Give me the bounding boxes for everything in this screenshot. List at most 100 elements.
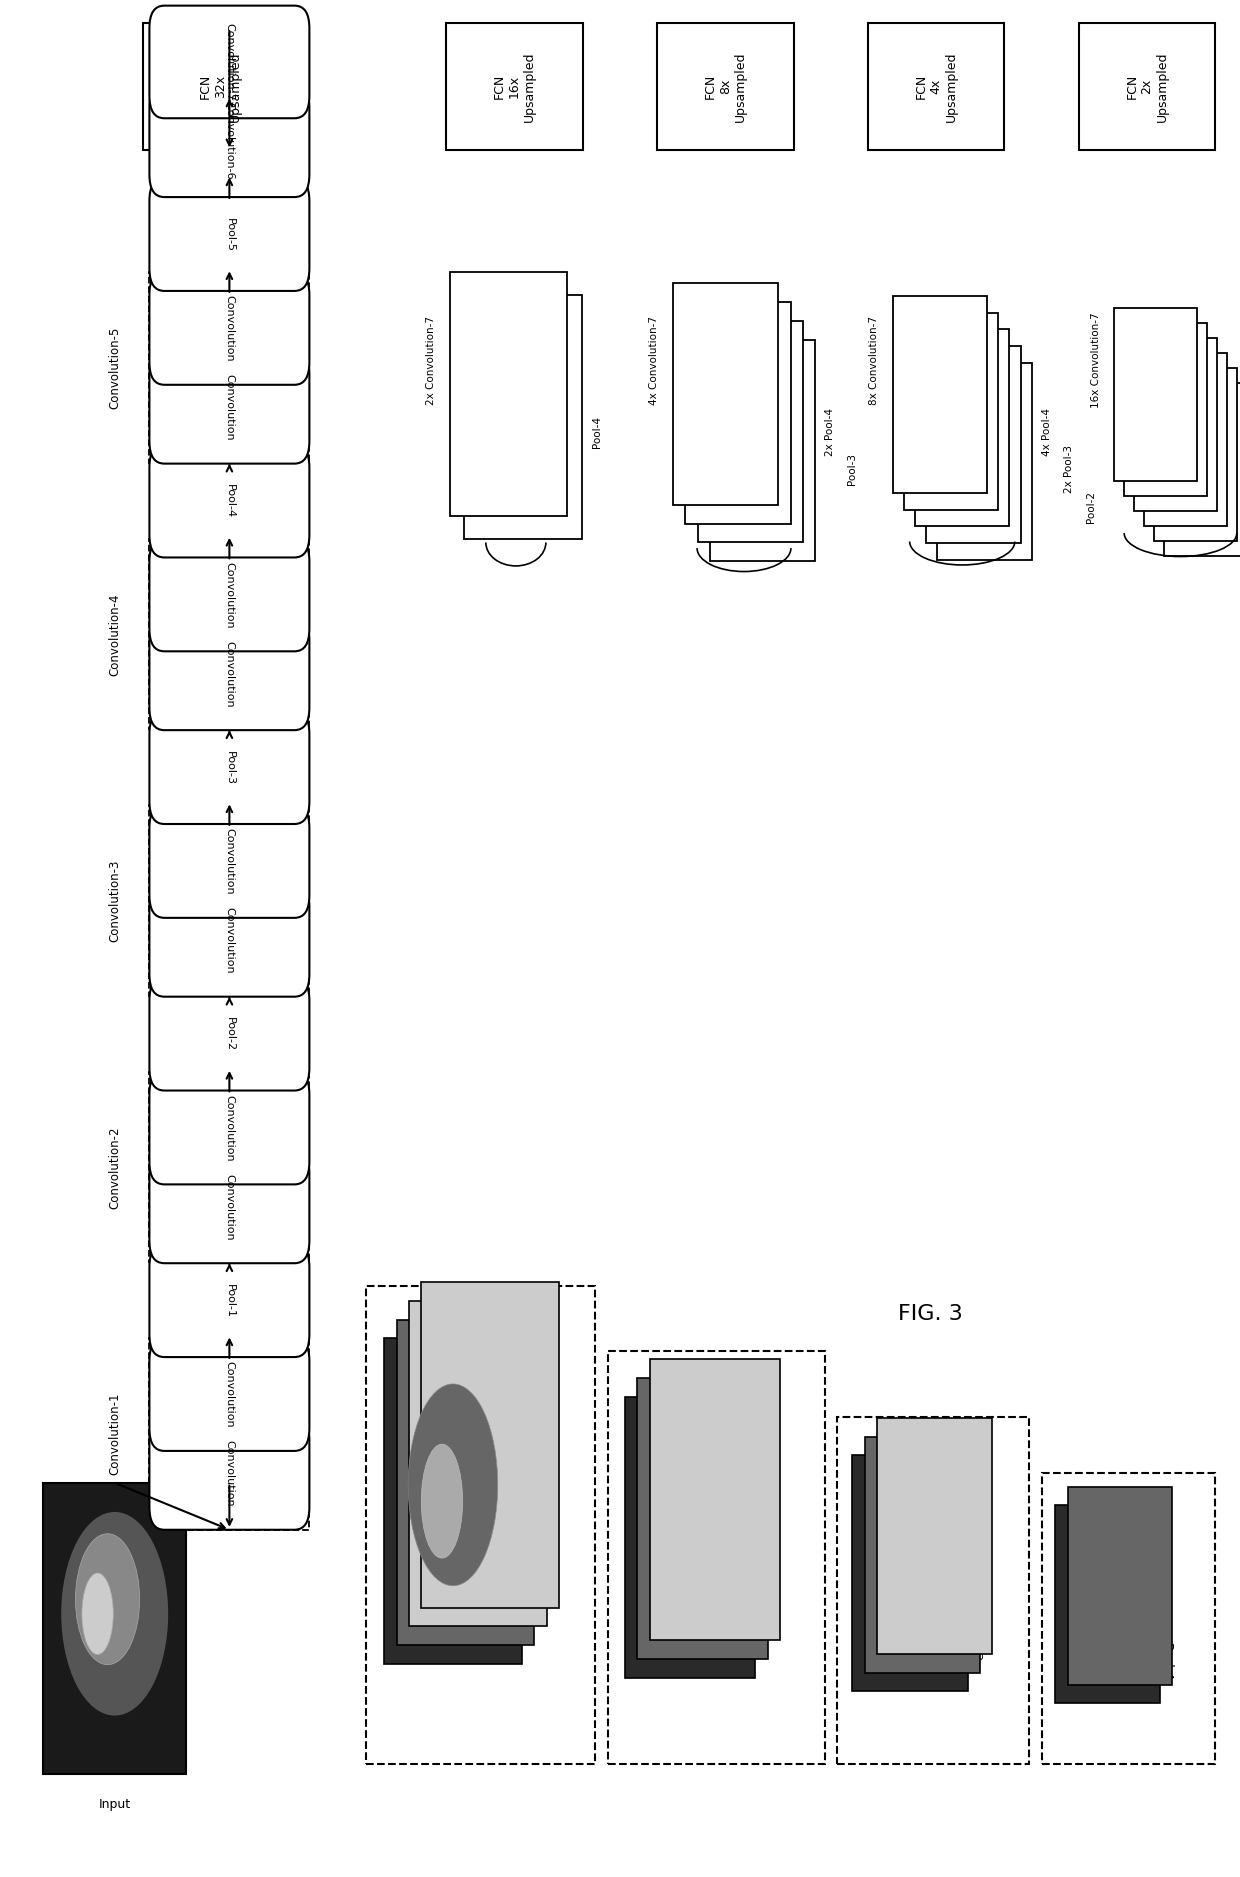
Bar [150, 272, 310, 464]
Bar [868, 23, 1004, 150]
Text: Convolution: Convolution [224, 374, 234, 441]
Text: Pool-3: Pool-3 [224, 751, 234, 785]
Text: Convolution: Convolution [224, 828, 234, 895]
Bar [150, 805, 310, 997]
FancyBboxPatch shape [150, 1151, 310, 1263]
Bar [464, 295, 583, 539]
Bar [1154, 368, 1238, 541]
Ellipse shape [408, 1383, 497, 1586]
Bar [650, 1359, 780, 1640]
Text: Pool-5: Pool-5 [224, 218, 234, 252]
Text: Convolution: Convolution [224, 1440, 234, 1507]
Text: Convolution-6: Convolution-6 [224, 101, 234, 180]
FancyBboxPatch shape [150, 351, 310, 464]
Text: FIG. 3: FIG. 3 [898, 1305, 962, 1323]
Bar [608, 1351, 825, 1764]
Bar [937, 364, 1032, 559]
FancyBboxPatch shape [150, 1072, 310, 1184]
Bar [1042, 1473, 1215, 1764]
Text: Convolution-3: Convolution-3 [108, 860, 122, 942]
Bar [143, 23, 298, 150]
Text: Convolution: Convolution [224, 1361, 234, 1428]
Text: Convolution-2: Convolution-2 [108, 1126, 122, 1209]
Bar [877, 1417, 992, 1654]
Bar [1164, 383, 1240, 556]
Bar [409, 1301, 547, 1625]
Text: Convolution-5: Convolution-5 [108, 327, 122, 409]
Text: FCN
8x
Upsampled: FCN 8x Upsampled [704, 51, 746, 122]
Text: Convolution-4: Convolution-4 [108, 593, 122, 676]
Bar [449, 272, 568, 516]
FancyBboxPatch shape [150, 978, 310, 1091]
Text: Convolution: Convolution [224, 1094, 234, 1162]
Text: 16x Convolution-7: 16x Convolution-7 [1090, 313, 1101, 407]
Text: Input: Input [99, 1798, 130, 1811]
Text: Pool-1: Pool-1 [525, 1579, 537, 1616]
Bar [43, 1483, 186, 1774]
Text: FCN
32x
Upsampled: FCN 32x Upsampled [198, 51, 242, 122]
Bar [915, 330, 1009, 526]
Bar [852, 1455, 967, 1691]
Bar [1068, 1487, 1172, 1684]
Text: FCN
2x
Upsampled: FCN 2x Upsampled [1126, 51, 1168, 122]
FancyBboxPatch shape [150, 618, 310, 730]
Ellipse shape [61, 1513, 169, 1716]
Text: Convolution-7: Convolution-7 [224, 23, 234, 101]
FancyBboxPatch shape [150, 445, 310, 557]
Text: Convolution: Convolution [224, 907, 234, 974]
Bar [926, 345, 1021, 544]
Text: Pool-4: Pool-4 [591, 415, 603, 449]
Bar [657, 23, 794, 150]
FancyBboxPatch shape [150, 884, 310, 997]
FancyBboxPatch shape [150, 805, 310, 918]
Text: Convolution: Convolution [224, 561, 234, 629]
Bar [672, 283, 779, 505]
Bar [864, 1436, 980, 1672]
Text: Pool-2: Pool-2 [1086, 490, 1096, 524]
Bar [709, 340, 816, 561]
Text: 4x Convolution-7: 4x Convolution-7 [649, 315, 660, 405]
FancyBboxPatch shape [150, 711, 310, 824]
Bar [684, 302, 791, 524]
Text: Convolution: Convolution [224, 295, 234, 362]
Text: Convolution: Convolution [224, 1173, 234, 1241]
Bar [366, 1286, 595, 1764]
Text: 2x Convolution-7: 2x Convolution-7 [425, 315, 436, 405]
Bar [625, 1396, 755, 1678]
Bar [150, 1072, 310, 1263]
FancyBboxPatch shape [150, 1244, 310, 1357]
Bar [697, 321, 804, 542]
Bar [1055, 1505, 1159, 1702]
Ellipse shape [422, 1443, 463, 1558]
FancyBboxPatch shape [150, 84, 310, 197]
Text: Pool-3: Pool-3 [847, 452, 858, 486]
FancyBboxPatch shape [150, 1417, 310, 1530]
Text: FCN
16x
Upsampled: FCN 16x Upsampled [494, 51, 536, 122]
Bar [384, 1338, 522, 1663]
Text: Pool-4: Pool-4 [224, 484, 234, 518]
FancyBboxPatch shape [150, 178, 310, 291]
FancyBboxPatch shape [150, 539, 310, 651]
Bar [150, 1338, 310, 1530]
Bar [1115, 308, 1198, 481]
Bar [837, 1417, 1029, 1764]
Text: Pool-1: Pool-1 [224, 1284, 234, 1318]
FancyBboxPatch shape [150, 272, 310, 385]
FancyBboxPatch shape [150, 6, 310, 118]
Text: Pool-2: Pool-2 [224, 1017, 234, 1051]
Ellipse shape [76, 1534, 140, 1665]
Bar [446, 23, 583, 150]
Bar [904, 312, 998, 509]
Bar [1145, 353, 1228, 526]
Text: Convolution: Convolution [224, 640, 234, 708]
Text: 8x Convolution-7: 8x Convolution-7 [869, 315, 879, 405]
Bar [1133, 338, 1216, 511]
Bar [1125, 323, 1208, 496]
FancyBboxPatch shape [150, 1338, 310, 1451]
Text: Pool-3: Pool-3 [968, 1624, 982, 1661]
Bar [637, 1378, 768, 1659]
Bar [422, 1282, 559, 1607]
Text: Pool-2: Pool-2 [758, 1601, 770, 1639]
Text: Convolution-1: Convolution-1 [108, 1393, 122, 1475]
Text: Pool-4: Pool-4 [1161, 1644, 1173, 1682]
